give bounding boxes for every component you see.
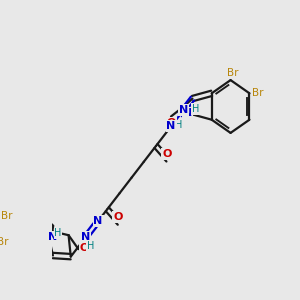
Text: N: N [81, 232, 91, 242]
Text: Br: Br [1, 211, 12, 221]
Text: N: N [178, 105, 188, 115]
Text: O: O [80, 243, 89, 253]
Text: N: N [167, 121, 176, 131]
Text: H: H [54, 229, 62, 238]
Text: N: N [94, 216, 103, 226]
Text: H: H [175, 121, 182, 130]
Text: N: N [183, 108, 192, 118]
Text: N: N [48, 232, 57, 242]
Text: H: H [192, 104, 199, 114]
Text: Br: Br [227, 68, 239, 78]
Text: H: H [87, 241, 94, 251]
Text: O: O [162, 149, 171, 159]
Text: Br: Br [252, 88, 264, 98]
Text: O: O [166, 118, 176, 128]
Text: O: O [113, 212, 123, 222]
Text: Br: Br [0, 237, 8, 247]
